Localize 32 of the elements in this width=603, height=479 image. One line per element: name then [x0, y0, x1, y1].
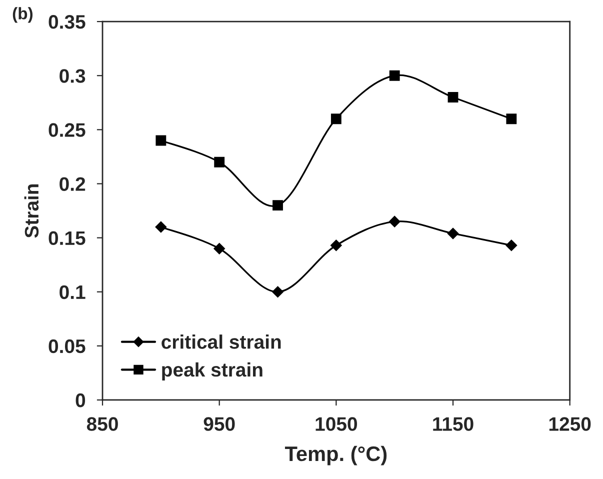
legend-label: peak strain — [162, 362, 262, 381]
x-tick-label: 850 — [86, 417, 118, 431]
point — [447, 228, 459, 240]
x-tick-label: 1050 — [316, 417, 358, 431]
y-tick-label: 0.25 — [48, 123, 86, 137]
y-tick-label: 0.35 — [48, 15, 86, 29]
point — [448, 92, 458, 102]
point — [214, 156, 225, 168]
point — [156, 135, 166, 146]
y-tick-label: 0 — [76, 393, 86, 408]
y-tick-label: 0.1 — [60, 285, 86, 300]
point — [214, 242, 225, 254]
legend-label: critical strain — [162, 334, 281, 349]
text: (b) — [12, 7, 33, 23]
point — [330, 114, 342, 124]
x-tick-label: 950 — [204, 417, 235, 431]
x-axis-title: Temp. (°C) — [284, 446, 387, 466]
x-tick-label: 1250 — [549, 417, 591, 431]
point — [330, 240, 342, 251]
y-tick-label: 0.15 — [48, 231, 86, 246]
point — [155, 221, 167, 233]
y-tick-label: 0.3 — [60, 69, 86, 83]
point — [506, 240, 518, 251]
point — [388, 216, 400, 228]
x-tick-label: 1150 — [433, 417, 474, 431]
point — [272, 200, 283, 211]
y-tick-label: 0.2 — [60, 177, 86, 191]
y-axis-title: Strain — [24, 184, 39, 238]
point — [272, 286, 284, 298]
y-tick-label: 0.05 — [48, 339, 86, 354]
point — [506, 114, 517, 124]
point — [389, 70, 400, 81]
